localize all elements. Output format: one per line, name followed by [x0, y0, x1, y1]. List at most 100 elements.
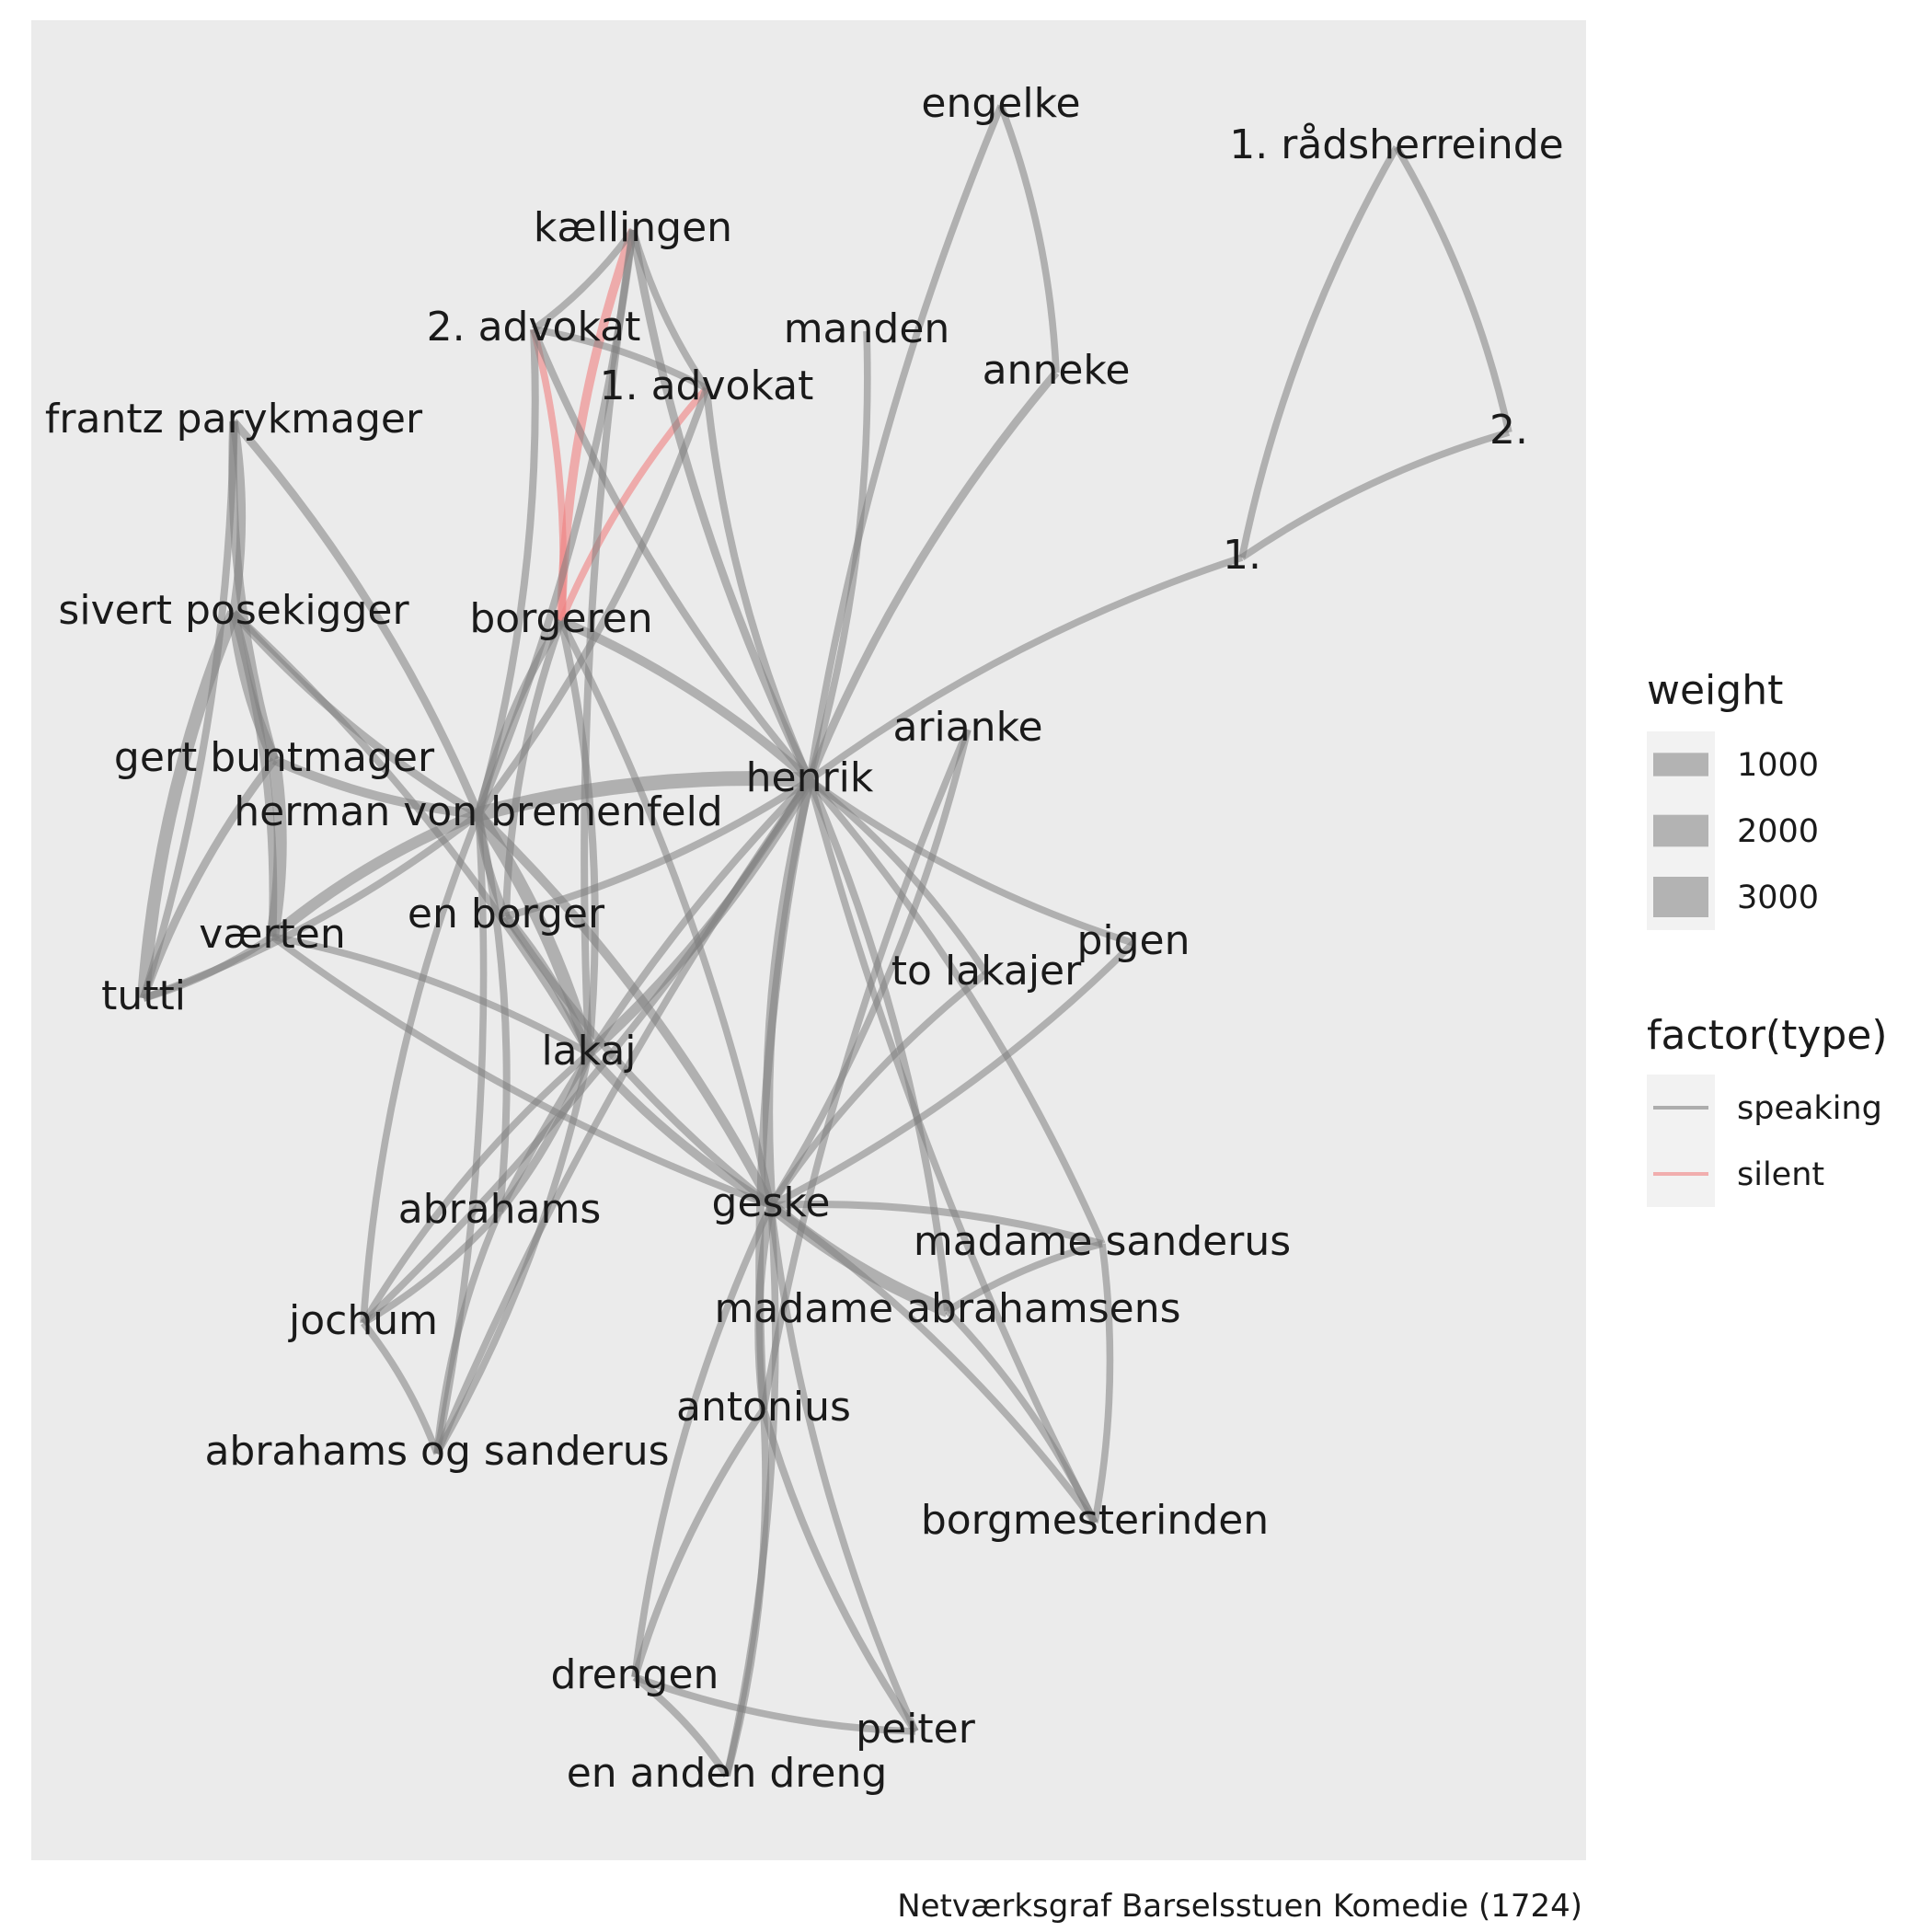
node-label: pigen [1076, 917, 1190, 964]
edge-antonius--peiter [760, 1408, 919, 1734]
edge-to-lakajer--geske [767, 971, 989, 1208]
node-label: 1. advokat [600, 362, 814, 409]
edge-borgeren--geske [558, 619, 775, 1206]
edge-geske--madame-sanderus [770, 1200, 1104, 1248]
edge-geske--peiter [767, 1204, 919, 1733]
node-label: 1. rådsherreinde [1229, 121, 1563, 168]
edge-henrik--pigen [807, 776, 1135, 947]
legend-weight-label: 2000 [1737, 813, 1819, 850]
legend: weight 1000 2000 3000 factor(type) speakin… [1647, 667, 1888, 1207]
node-label: sivert posekigger [58, 587, 409, 634]
edge-madame-abrahamsens--borgmesterinden [945, 1308, 1098, 1524]
node-label: 2. advokat [427, 304, 641, 351]
node-label: en borger [408, 891, 605, 937]
edge-frantz-parykmager--tutti [140, 420, 237, 1000]
edge-herman-von-bremenfeld--geske [475, 811, 776, 1208]
edge-madame-sanderus--borgmesterinden [1091, 1243, 1114, 1524]
legend-weight-label: 1000 [1737, 747, 1819, 784]
edge-lakaj--abrahams-og-sanderus [433, 1052, 592, 1455]
edge-drengen--peiter [633, 1673, 916, 1735]
legend-weight-key [1653, 753, 1708, 776]
edge-henrik--borgmesterinden [806, 779, 1098, 1524]
edge-henrik--madame-sanderus [807, 777, 1106, 1246]
node-label: en anden dreng [567, 1750, 888, 1797]
edge-sivert-posekigger--lakaj [231, 610, 592, 1055]
node-label-layer: henrik herman von bremenfeld geske lakaj bor… [45, 80, 1564, 1797]
edge-herman-von-bremenfeld--henrik [476, 771, 811, 822]
node-label: antonius [676, 1384, 851, 1431]
edge-herman-von-bremenfeld--en-borger [474, 813, 511, 918]
edge-kællingen--henrik [628, 229, 813, 782]
node-label: jochum [288, 1297, 438, 1344]
node-label: manden [784, 305, 950, 352]
legend-type-title: factor(type) [1647, 1012, 1888, 1059]
edge-kællingen--1-advokat [629, 228, 710, 391]
edge-1---henrik [807, 554, 1244, 784]
edge-værten--lakaj [271, 933, 591, 1057]
node-label: anneke [983, 347, 1131, 394]
edge-henrik--madame-abrahamsens [806, 778, 951, 1312]
node-label: herman von bremenfeld [234, 788, 722, 835]
edge-geske--borgmesterinden [768, 1202, 1098, 1525]
node-label: geske [712, 1179, 831, 1226]
legend-weight-label: 3000 [1737, 880, 1819, 916]
edge-henrik--abrahams-og-sanderus [433, 777, 813, 1455]
edge-antonius--en-anden-dreng [723, 1409, 770, 1777]
node-label: lakaj [541, 1028, 636, 1075]
edge-henrik--en-borger [504, 776, 812, 920]
edge-anneke--henrik [805, 370, 1060, 782]
caption: Netværksgraf Barselsstuen Komedie (1724) [897, 1888, 1582, 1925]
edge-tutti--herman-von-bremenfeld [142, 811, 481, 1002]
legend-weight-key [1653, 877, 1708, 917]
edge-gert-buntmager--herman-von-bremenfeld [271, 755, 479, 819]
edge-pigen--geske [769, 940, 1136, 1209]
node-label: 2. [1489, 407, 1528, 454]
edge-1-rådsherreinde--2- [1393, 145, 1512, 433]
node-label: engelke [921, 80, 1080, 127]
node-label: 1. [1223, 532, 1261, 579]
legend-type-label: speaking [1737, 1090, 1882, 1127]
edge-geske--antonius [754, 1204, 776, 1410]
edge-kællingen--2-advokat [531, 227, 637, 333]
legend-weight-title: weight [1647, 667, 1783, 714]
node-label: drengen [551, 1651, 719, 1698]
edge-frantz-parykmager--herman-von-bremenfeld [230, 419, 483, 816]
edge-1---2- [1239, 429, 1511, 561]
edge-layer [137, 104, 1512, 1778]
node-label: arianke [892, 704, 1042, 751]
edge-borgeren--lakaj [558, 620, 599, 1054]
edge-drengen--en-anden-dreng [632, 1673, 730, 1778]
node-label: borgmesterinden [921, 1497, 1269, 1544]
edge-engelke--anneke [997, 104, 1060, 374]
node-label: henrik [746, 754, 874, 801]
edge-lakaj--geske [585, 1050, 774, 1210]
node-label: to lakajer [891, 948, 1082, 995]
edge-værten--geske [270, 933, 773, 1209]
edge-1-advokat--herman-von-bremenfeld [475, 386, 710, 817]
node-label: peiter [856, 1706, 976, 1753]
edge-2-advokat--henrik [530, 328, 813, 783]
edge-borgeren--en-borger [502, 619, 565, 917]
node-label: madame abrahamsens [714, 1285, 1180, 1332]
edge-abrahams--abrahams-og-sanderus [433, 1210, 503, 1455]
node-label: gert buntmager [114, 734, 435, 781]
edge-jochum--abrahams-og-sanderus [361, 1320, 441, 1455]
node-label: frantz parykmager [45, 396, 423, 443]
node-label: borgeren [469, 595, 652, 642]
edge-en-borger--geske [502, 914, 774, 1209]
edge-geske--drengen [631, 1203, 775, 1678]
node-label: abrahams og sanderus [204, 1428, 669, 1475]
node-label: abrahams [398, 1186, 602, 1233]
edge-herman-von-bremenfeld--jochum [360, 812, 482, 1324]
edge-lakaj--jochum [360, 1051, 592, 1325]
edge-engelke--henrik [806, 104, 1005, 781]
node-label: kællingen [534, 204, 732, 251]
edge-lakaj--abrahams [496, 1052, 593, 1214]
legend-weight-key [1653, 814, 1708, 847]
edge-madame-sanderus--madame-abrahamsens [945, 1240, 1103, 1315]
edge-arianke--geske [767, 729, 972, 1207]
node-label: madame sanderus [914, 1218, 1291, 1265]
edge-2-advokat--1-advokat [533, 326, 708, 392]
node-label: tutti [101, 972, 186, 1019]
